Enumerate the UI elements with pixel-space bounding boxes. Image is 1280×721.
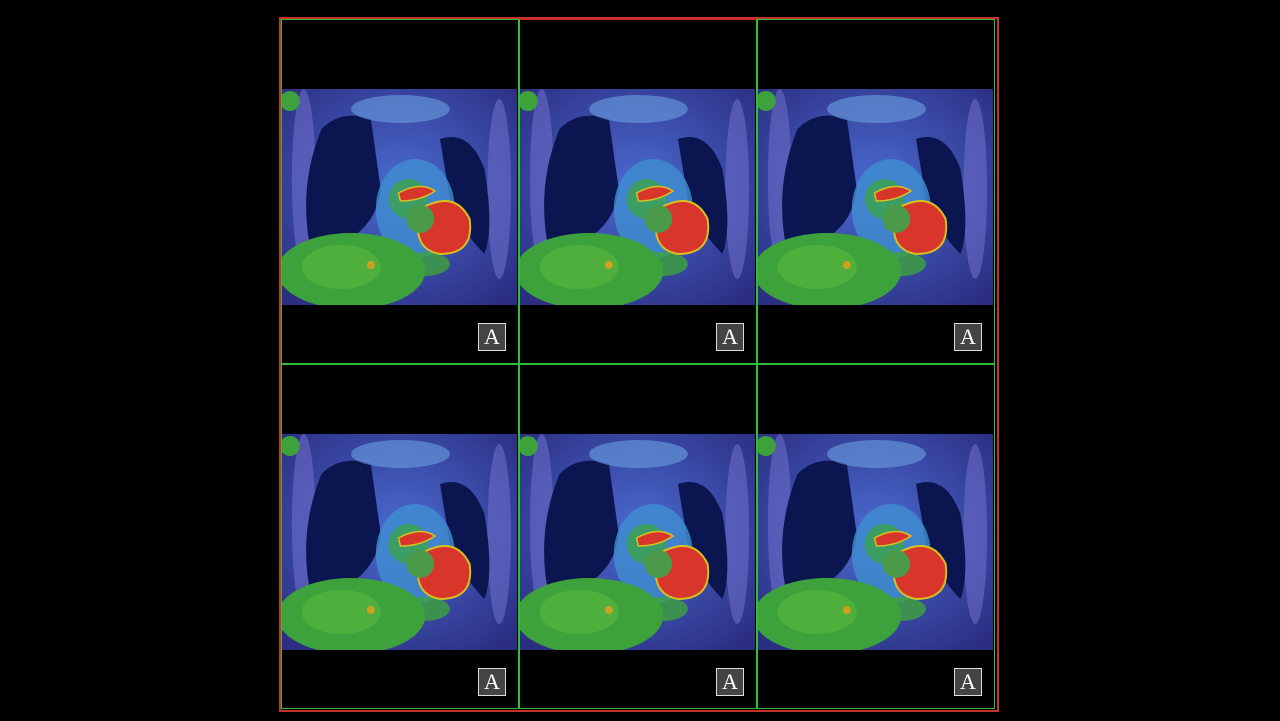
image-region xyxy=(366,261,375,269)
image-region xyxy=(604,261,613,269)
image-region xyxy=(400,597,450,621)
image-region xyxy=(725,444,750,624)
image-region xyxy=(406,205,435,233)
image-region xyxy=(876,597,926,621)
pet-ct-image xyxy=(758,89,993,305)
viewport[interactable]: A xyxy=(519,364,757,709)
image-region xyxy=(638,252,688,276)
image-region xyxy=(589,95,688,123)
viewport[interactable]: A xyxy=(281,19,519,364)
image-region xyxy=(915,137,966,254)
image-region xyxy=(544,115,619,255)
image-region xyxy=(520,91,538,111)
image-region xyxy=(876,252,926,276)
viewport[interactable]: A xyxy=(757,19,995,364)
image-region xyxy=(963,444,988,624)
image-region xyxy=(366,606,375,614)
orientation-label: A xyxy=(954,323,982,351)
image-region xyxy=(638,597,688,621)
image-region xyxy=(282,91,300,111)
image-region xyxy=(644,550,673,578)
image-region xyxy=(487,99,512,279)
image-region xyxy=(589,440,688,468)
image-region xyxy=(873,185,913,202)
image-region xyxy=(282,436,300,456)
image-region xyxy=(915,482,966,599)
image-region xyxy=(873,530,913,547)
pet-ct-image xyxy=(282,434,517,650)
image-region xyxy=(963,99,988,279)
image-region xyxy=(604,606,613,614)
image-region xyxy=(397,530,437,547)
image-region xyxy=(306,460,381,599)
orientation-label: A xyxy=(954,668,982,696)
viewer-grid: A A A A A A xyxy=(279,17,999,712)
image-region xyxy=(758,436,776,456)
image-region xyxy=(677,137,728,254)
orientation-label: A xyxy=(716,323,744,351)
pet-ct-image xyxy=(282,89,517,305)
image-region xyxy=(520,436,538,456)
image-region xyxy=(351,95,450,123)
image-region xyxy=(539,245,619,289)
image-region xyxy=(782,460,857,599)
image-region xyxy=(487,444,512,624)
image-region xyxy=(301,590,381,634)
viewport[interactable]: A xyxy=(281,364,519,709)
image-region xyxy=(882,205,911,233)
image-region xyxy=(539,590,619,634)
image-region xyxy=(827,440,926,468)
pet-ct-image xyxy=(758,434,993,650)
image-region xyxy=(882,550,911,578)
image-region xyxy=(635,185,675,202)
image-region xyxy=(777,245,857,289)
orientation-label: A xyxy=(478,668,506,696)
image-region xyxy=(635,530,675,547)
image-region xyxy=(842,261,851,269)
image-region xyxy=(677,482,728,599)
orientation-label: A xyxy=(716,668,744,696)
image-region xyxy=(644,205,673,233)
image-region xyxy=(842,606,851,614)
image-region xyxy=(777,590,857,634)
image-region xyxy=(725,99,750,279)
viewport[interactable]: A xyxy=(519,19,757,364)
image-region xyxy=(351,440,450,468)
image-region xyxy=(439,137,490,254)
image-region xyxy=(758,91,776,111)
pet-ct-image xyxy=(520,434,755,650)
image-region xyxy=(827,95,926,123)
orientation-label: A xyxy=(478,323,506,351)
image-region xyxy=(301,245,381,289)
viewport[interactable]: A xyxy=(757,364,995,709)
image-region xyxy=(306,115,381,255)
image-region xyxy=(397,185,437,202)
pet-ct-image xyxy=(520,89,755,305)
image-region xyxy=(439,482,490,599)
image-region xyxy=(400,252,450,276)
image-region xyxy=(406,550,435,578)
image-region xyxy=(782,115,857,255)
image-region xyxy=(544,460,619,599)
